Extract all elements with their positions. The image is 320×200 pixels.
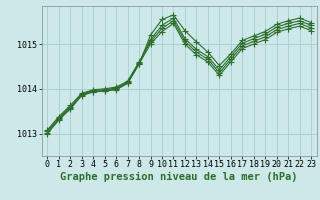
X-axis label: Graphe pression niveau de la mer (hPa): Graphe pression niveau de la mer (hPa) bbox=[60, 172, 298, 182]
